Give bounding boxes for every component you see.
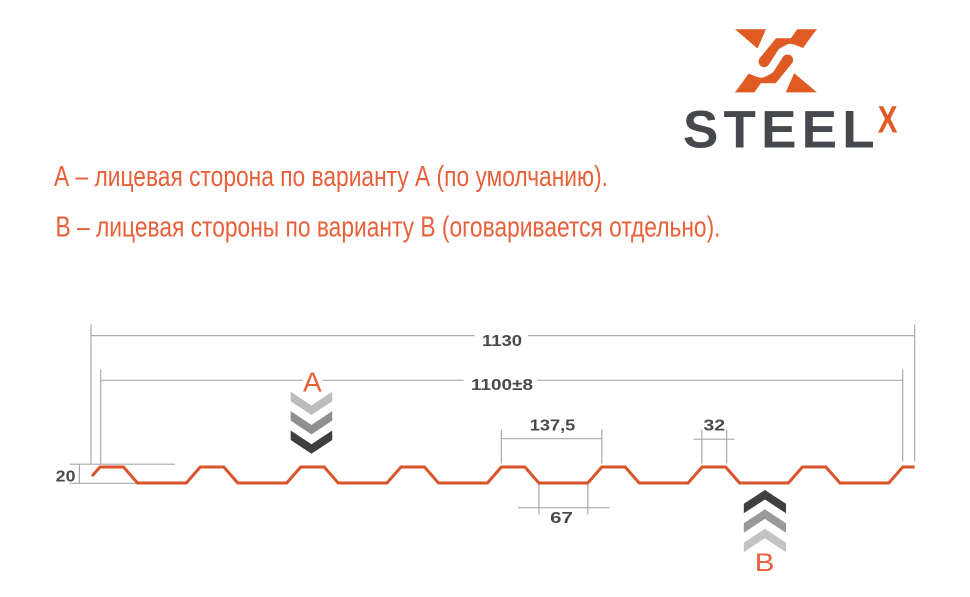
- svg-text:32: 32: [703, 417, 725, 434]
- svg-text:1100±8: 1100±8: [471, 377, 533, 394]
- svg-text:А – лицевая сторона по вариант: А – лицевая сторона по варианту А (по ум…: [54, 161, 608, 193]
- svg-text:1130: 1130: [482, 333, 522, 350]
- svg-text:X: X: [878, 99, 898, 141]
- svg-text:В – лицевая стороны по вариант: В – лицевая стороны по варианту В (огова…: [56, 211, 721, 243]
- svg-text:В: В: [755, 548, 775, 576]
- svg-text:137,5: 137,5: [530, 417, 576, 434]
- svg-text:67: 67: [550, 510, 573, 527]
- svg-text:А: А: [303, 366, 322, 397]
- svg-text:20: 20: [56, 468, 76, 485]
- svg-text:STEEL: STEEL: [683, 101, 880, 160]
